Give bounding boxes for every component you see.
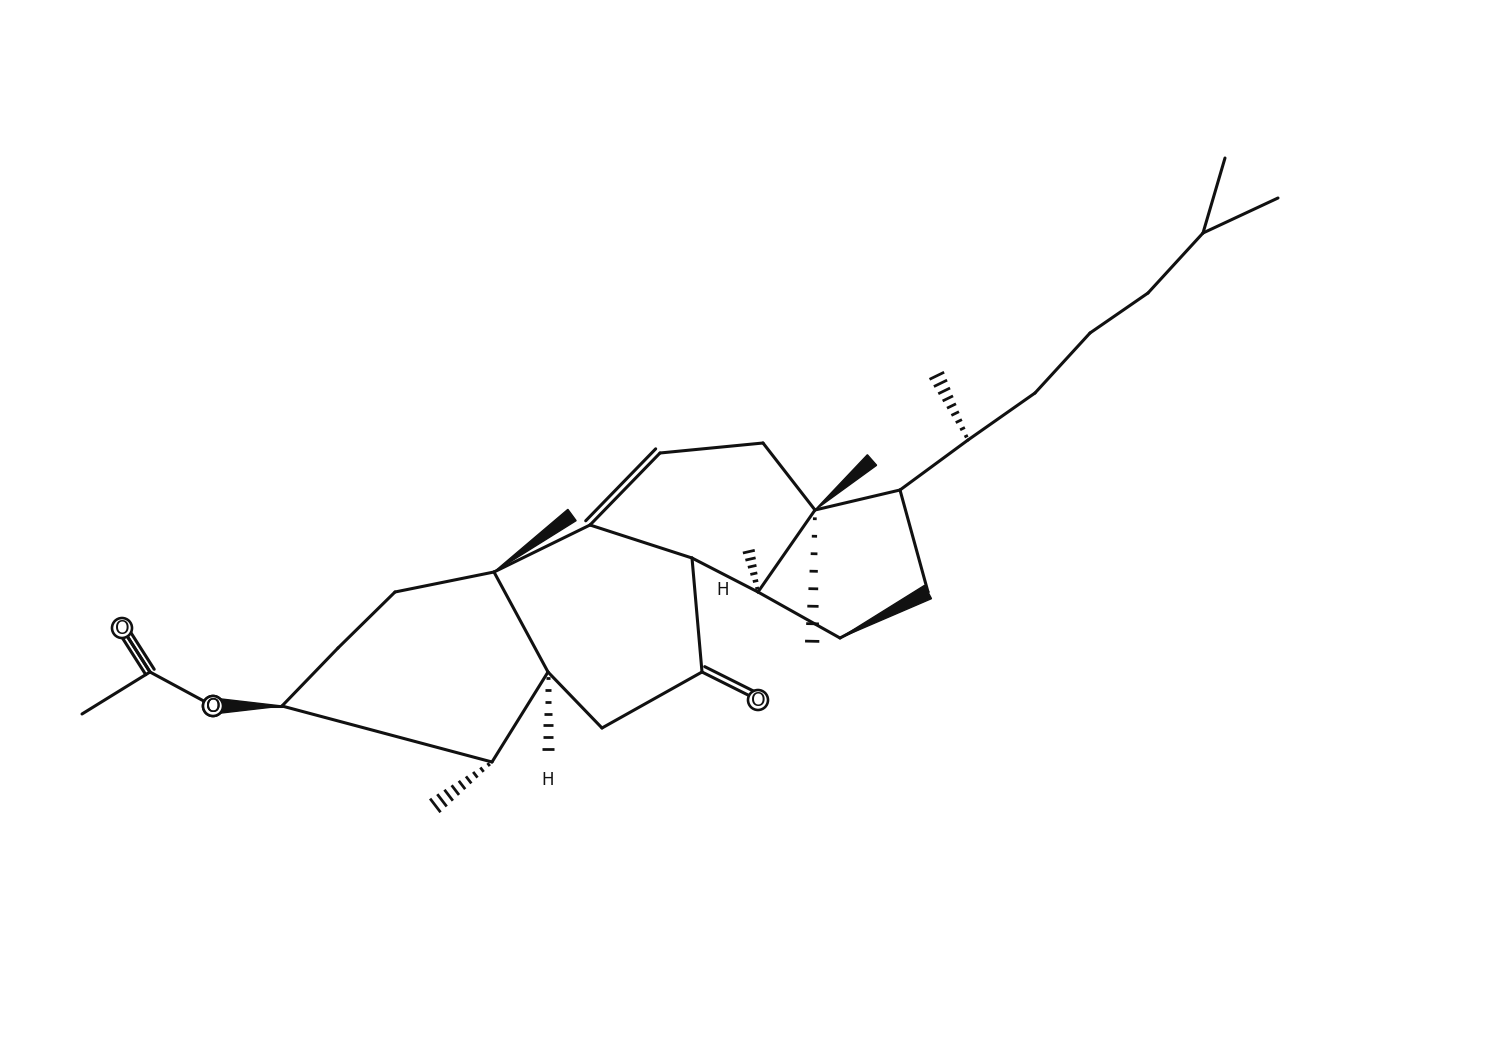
Polygon shape [840, 585, 932, 638]
Text: O: O [750, 691, 765, 710]
Polygon shape [493, 509, 577, 572]
Text: O: O [114, 619, 129, 638]
Circle shape [204, 696, 223, 716]
Text: H: H [542, 771, 554, 789]
Text: O: O [205, 696, 220, 715]
Polygon shape [212, 698, 282, 714]
Text: H: H [716, 581, 730, 599]
Circle shape [204, 696, 223, 716]
Polygon shape [814, 455, 877, 510]
Circle shape [747, 690, 768, 710]
Text: O: O [205, 696, 220, 715]
Circle shape [111, 618, 132, 638]
